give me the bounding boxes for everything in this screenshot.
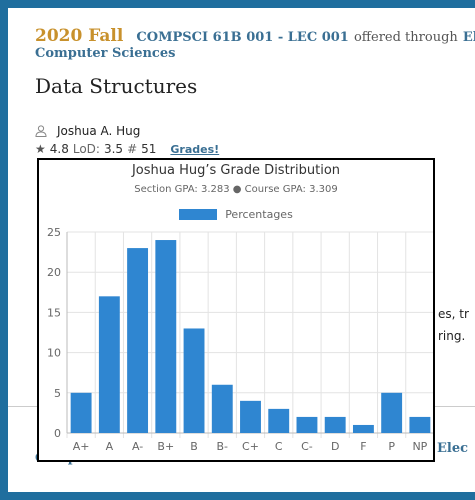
course-header: 2020 Fall COMPSCI 61B 001 - LEC 001 offe… xyxy=(35,26,475,46)
rating-value: 4.8 xyxy=(49,142,69,156)
term-label: 2020 Fall xyxy=(35,26,124,46)
star-icon: ★ xyxy=(35,142,46,156)
bar-c xyxy=(268,408,290,433)
user-icon xyxy=(35,125,47,137)
x-tick-label: P xyxy=(388,440,395,453)
x-tick-label: F xyxy=(360,440,366,453)
x-tick-label: A- xyxy=(132,440,143,453)
x-tick-label: D xyxy=(331,440,339,453)
grade-bar-chart: 0 5 10 15 20 25 A+ A A- B+ B B- C+ C C- D F P NP xyxy=(47,226,433,453)
x-tick-label: C+ xyxy=(242,440,259,453)
instructor-row: Joshua A. Hug xyxy=(35,124,140,138)
bar-b-minus xyxy=(211,384,233,433)
x-tick-label: B+ xyxy=(157,440,174,453)
bar-b xyxy=(183,328,205,433)
y-tick-label: 20 xyxy=(47,266,61,279)
legend-swatch xyxy=(179,209,218,220)
x-tick-label: C- xyxy=(301,440,313,453)
offered-through-text: offered through xyxy=(353,30,458,45)
chart-subtitle: Section GPA: 3.283 ● Course GPA: 3.309 xyxy=(134,184,338,195)
x-tick-label: NP xyxy=(412,440,427,453)
bar-p xyxy=(381,392,403,433)
department-link[interactable]: Computer Sciences xyxy=(35,46,176,61)
x-tick-label: B- xyxy=(217,440,229,453)
ratings-row: ★ 4.8 LoD: 3.5 # 51 Grades! xyxy=(35,142,219,156)
course-title: Data Structures xyxy=(35,74,198,98)
chart-legend[interactable]: Percentages xyxy=(39,208,433,221)
bar-a-minusplus xyxy=(70,392,92,433)
chart-title: Joshua Hug’s Grade Distribution xyxy=(131,163,341,178)
bar-f xyxy=(352,424,374,433)
count-value: 51 xyxy=(141,142,157,156)
department-link-partial[interactable]: Elec xyxy=(437,441,469,456)
bar-a-minus xyxy=(127,248,149,433)
legend-label: Percentages xyxy=(225,208,293,221)
grade-distribution-popup: Joshua Hug’s Grade Distribution Section … xyxy=(37,158,435,462)
bar-d xyxy=(324,416,346,433)
bar-np xyxy=(409,416,431,433)
y-tick-label: 10 xyxy=(47,347,61,360)
department-link-partial[interactable]: Elec xyxy=(462,30,475,45)
background-text-snippet: es, tr xyxy=(438,307,469,321)
background-text-snippet: ring. xyxy=(438,329,466,343)
grades-link[interactable]: Grades! xyxy=(170,142,220,156)
x-tick-label: B xyxy=(190,440,198,453)
x-tick-label: A xyxy=(106,440,114,453)
instructor-name: Joshua A. Hug xyxy=(57,124,141,138)
bar-c-minus xyxy=(296,416,318,433)
bar-b-minusplus xyxy=(155,240,177,433)
x-tick-label: C xyxy=(275,440,283,453)
course-code-link[interactable]: COMPSCI 61B 001 - LEC 001 xyxy=(136,30,349,45)
bar-c-minusplus xyxy=(240,400,261,433)
count-symbol: # xyxy=(127,142,138,156)
lod-label: LoD: xyxy=(72,142,100,156)
y-tick-label: 0 xyxy=(54,427,61,440)
x-tick-label: A+ xyxy=(73,440,90,453)
y-tick-label: 25 xyxy=(47,226,61,239)
y-tick-label: 15 xyxy=(47,306,61,319)
lod-value: 3.5 xyxy=(103,142,124,156)
bar-a xyxy=(98,296,120,433)
y-tick-label: 5 xyxy=(54,387,61,400)
